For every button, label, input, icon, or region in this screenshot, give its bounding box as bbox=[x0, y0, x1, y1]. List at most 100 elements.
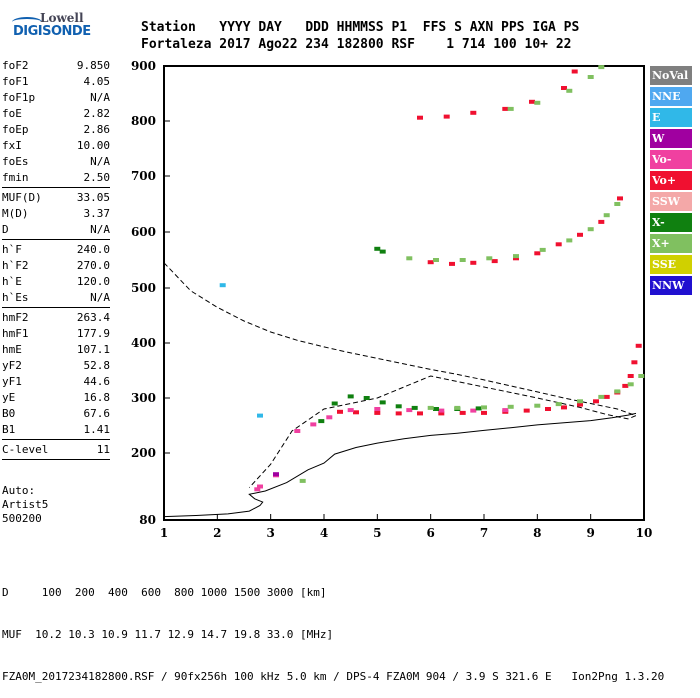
echo-point bbox=[502, 408, 509, 413]
param-row: foF2 9.850 bbox=[2, 58, 110, 74]
param-value: 177.9 bbox=[76, 327, 110, 340]
echo-point bbox=[598, 394, 605, 399]
echo-point bbox=[631, 360, 638, 365]
footer-distance-row: D 100 200 400 600 800 1000 1500 3000 [km… bbox=[2, 586, 327, 599]
param-row: MUF(D) 33.05 bbox=[2, 190, 110, 206]
logo-line1: Lowell bbox=[40, 11, 84, 25]
echo-point bbox=[627, 382, 634, 387]
legend-item: E bbox=[650, 108, 692, 127]
echo-point bbox=[603, 213, 610, 218]
echo-point bbox=[534, 100, 541, 105]
param-row: B1 1.41 bbox=[2, 422, 110, 438]
x-tick-label: 8 bbox=[533, 526, 541, 540]
param-separator bbox=[2, 239, 110, 240]
echo-point bbox=[374, 410, 381, 415]
echo-point bbox=[427, 405, 434, 410]
echo-point bbox=[475, 406, 482, 411]
echo-point bbox=[622, 383, 629, 388]
echo-point bbox=[614, 389, 621, 394]
autoscaling-info: Auto: Artist5 500200 bbox=[2, 484, 48, 526]
echo-point bbox=[347, 408, 354, 413]
echo-point bbox=[502, 106, 509, 111]
echo-point bbox=[638, 374, 645, 378]
echo-point bbox=[523, 408, 530, 413]
echo-point bbox=[433, 258, 439, 262]
echo-point bbox=[254, 487, 261, 492]
param-separator bbox=[2, 307, 110, 308]
echo-point bbox=[459, 410, 466, 415]
header-labels: Station YYYY DAY DDD HHMMSS P1 FFS S AXN… bbox=[141, 20, 580, 35]
param-separator bbox=[2, 187, 110, 188]
param-row: yE 16.8 bbox=[2, 390, 110, 406]
param-value: 52.8 bbox=[83, 359, 111, 372]
param-value: 2.50 bbox=[83, 171, 111, 184]
echo-point bbox=[587, 227, 594, 232]
param-name: foF1 bbox=[2, 75, 29, 88]
param-value: 1.41 bbox=[83, 423, 111, 436]
param-value: 16.8 bbox=[83, 391, 111, 404]
y-tick-label: 500 bbox=[131, 281, 156, 295]
param-row: hmF2 263.4 bbox=[2, 310, 110, 326]
param-value: 11 bbox=[96, 443, 110, 456]
echo-point bbox=[411, 405, 418, 410]
x-tick-label: 2 bbox=[213, 526, 221, 540]
echo-point bbox=[470, 260, 477, 265]
param-value: 270.0 bbox=[76, 259, 110, 272]
param-name: h`F2 bbox=[2, 259, 29, 272]
param-value: N/A bbox=[90, 91, 110, 104]
param-name: yF1 bbox=[2, 375, 22, 388]
param-name: foF2 bbox=[2, 59, 29, 72]
param-row: hmF1 177.9 bbox=[2, 326, 110, 342]
legend-item: X- bbox=[650, 213, 692, 232]
x-tick-label: 3 bbox=[266, 526, 274, 540]
param-row: B0 67.6 bbox=[2, 406, 110, 422]
polarization-legend: NoVal NNE E W Vo- Vo+ SSW X- X+ SSE NNW bbox=[650, 66, 692, 297]
param-row: foF1 4.05 bbox=[2, 74, 110, 90]
echo-point bbox=[353, 410, 359, 415]
y-tick-label: 900 bbox=[131, 59, 156, 73]
legend-item: Vo- bbox=[650, 150, 692, 169]
param-name: hmF1 bbox=[2, 327, 29, 340]
echo-point bbox=[593, 399, 599, 404]
param-name: fmin bbox=[2, 171, 29, 184]
param-value: 120.0 bbox=[76, 275, 110, 288]
echo-point bbox=[545, 407, 551, 411]
echo-point bbox=[438, 411, 445, 416]
echo-point bbox=[470, 110, 477, 115]
echo-point bbox=[331, 401, 338, 406]
param-name: h`F bbox=[2, 243, 22, 256]
param-value: 263.4 bbox=[76, 311, 110, 324]
echo-point bbox=[363, 396, 370, 400]
param-value: N/A bbox=[90, 155, 110, 168]
param-name: yE bbox=[2, 391, 16, 404]
param-row: fxI 10.00 bbox=[2, 138, 110, 154]
lowell-digisonde-logo: Lowell DIGISONDE bbox=[12, 8, 132, 48]
echo-point bbox=[635, 343, 642, 348]
echo-point bbox=[566, 238, 573, 243]
echo-point bbox=[347, 394, 354, 399]
param-name: D bbox=[2, 223, 9, 236]
echo-point bbox=[617, 196, 623, 201]
footer-file-info: FZA0M_2017234182800.RSF / 90fx256h 100 k… bbox=[2, 670, 665, 683]
echo-point bbox=[561, 405, 567, 410]
echo-point bbox=[555, 242, 562, 247]
echo-point bbox=[577, 232, 583, 237]
param-row: foEp 2.86 bbox=[2, 122, 110, 138]
echo-point bbox=[417, 115, 423, 120]
param-row: h`F2 270.0 bbox=[2, 258, 110, 274]
param-row: foE 2.82 bbox=[2, 106, 110, 122]
auto-artist: Artist5 bbox=[2, 498, 49, 511]
y-tick-label: 600 bbox=[131, 225, 156, 239]
param-value: 3.37 bbox=[83, 207, 111, 220]
echo-point bbox=[379, 249, 386, 254]
param-value: 33.05 bbox=[76, 191, 110, 204]
param-row: M(D) 3.37 bbox=[2, 206, 110, 222]
legend-item: SSW bbox=[650, 192, 692, 211]
echo-point bbox=[395, 411, 402, 416]
y-tick-label: 200 bbox=[131, 446, 156, 460]
param-row: h`E 120.0 bbox=[2, 274, 110, 290]
echo-point bbox=[481, 405, 487, 410]
echo-point bbox=[534, 403, 541, 408]
echo-point bbox=[507, 106, 514, 111]
legend-item: W bbox=[650, 129, 692, 148]
